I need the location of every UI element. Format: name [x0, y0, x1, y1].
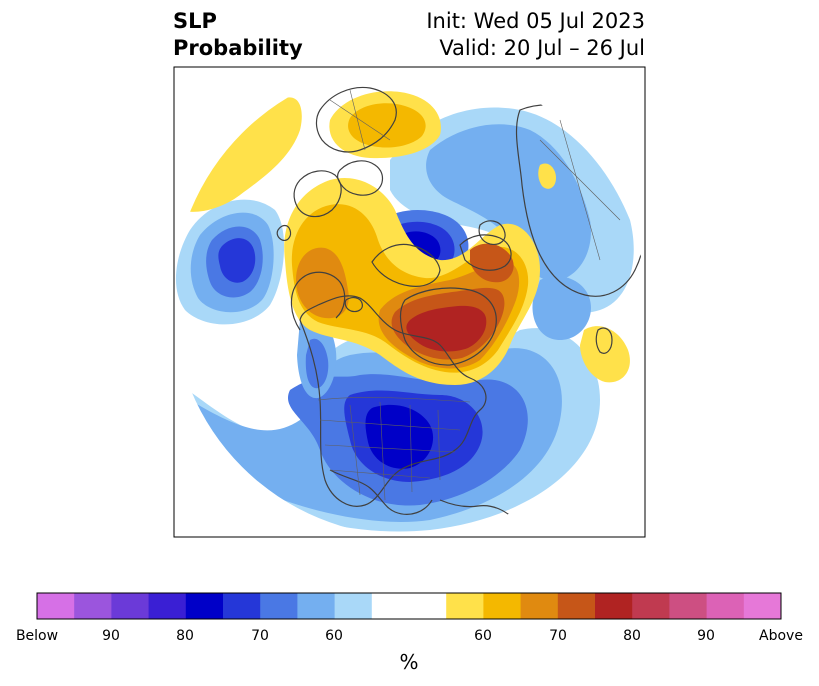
british-isles-coast: [276, 224, 292, 241]
above-light-region-alaska: [180, 97, 302, 212]
north-america-coast: [299, 295, 487, 507]
us-state-border-6: [409, 404, 413, 493]
caribbean-coast: [439, 499, 516, 521]
us-state-border-7: [437, 409, 441, 481]
probability-field: [174, 91, 634, 532]
japan-coast: [595, 327, 613, 354]
map-title-right: Init: Wed 05 Jul 2023 Valid: 20 Jul – 26…: [426, 8, 645, 62]
colorbar-segment: [669, 593, 708, 619]
valid-range: Valid: 20 Jul – 26 Jul: [439, 36, 645, 60]
title-type: Probability: [173, 36, 303, 60]
us-state-border-3: [329, 469, 431, 479]
colorbar-segment: [74, 593, 112, 619]
colorbar: [36, 592, 782, 620]
gulf-coast: [329, 469, 433, 515]
europe-border-2: [349, 89, 366, 151]
colorbar-segment: [632, 593, 670, 619]
colorbar-label-above-80: 80: [623, 628, 641, 644]
asia-border-2: [559, 119, 601, 261]
scandinavia-coast: [293, 170, 342, 218]
colorbar-unit: %: [399, 650, 419, 674]
colorbar-label-below-60: 60: [325, 628, 343, 644]
arctic-islands-coast: [459, 220, 512, 271]
us-state-border-5: [379, 401, 386, 501]
colorbar-label-below-80: 80: [176, 628, 194, 644]
us-state-border-1: [319, 419, 461, 431]
europe-border-1: [329, 99, 391, 141]
colorbar-segment: [223, 593, 261, 619]
colorbar-segment: [260, 593, 298, 619]
above-strongest-region-greenland: [406, 305, 487, 352]
map-frame: [173, 66, 646, 538]
colorbar-segment: [706, 593, 745, 619]
alaska-coast: [290, 271, 346, 331]
canada-border: [317, 397, 471, 403]
colorbar-label-above-60: 60: [474, 628, 492, 644]
colorbar-segment: [148, 593, 187, 619]
colorbar-segment: [520, 593, 559, 619]
colorbar-segment: [595, 593, 633, 619]
coastlines: [276, 86, 645, 521]
us-state-border-2: [324, 444, 456, 453]
colorbar-label-above-70: 70: [549, 628, 567, 644]
below-mid-region-arctic: [426, 124, 591, 281]
state-borders: [317, 89, 631, 501]
below-stronger-region-pacific: [218, 238, 256, 283]
colorbar-segment: [185, 593, 224, 619]
map-title-left: SLP Probability: [173, 8, 303, 62]
colorbar-label-below: Below: [15, 628, 59, 644]
colorbar-segment: [111, 593, 150, 619]
us-state-border-4: [349, 404, 361, 496]
colorbar-segment: [297, 593, 336, 619]
colorbar-segment: [483, 593, 522, 619]
greenland-coast: [399, 287, 497, 366]
colorbar-segment: [446, 593, 484, 619]
map-panel: [174, 67, 645, 537]
colorbar-segment: [743, 593, 782, 619]
colorbar-label-below-90: 90: [102, 628, 120, 644]
iceland-coast: [344, 297, 363, 313]
init-date: Init: Wed 05 Jul 2023: [426, 9, 645, 33]
asia-border-1: [539, 139, 621, 221]
hudson-bay-coast: [371, 243, 441, 287]
colorbar-segment: [37, 593, 75, 619]
colorbar-frame: [36, 592, 782, 620]
colorbar-label-below-70: 70: [251, 628, 269, 644]
colorbar-label-above-90: 90: [697, 628, 715, 644]
above-mid-region-europe: [348, 103, 426, 148]
above-light-region-east-asia: [538, 163, 556, 189]
colorbar-segment: [371, 593, 447, 619]
colorbar-label-above: Above: [759, 628, 803, 644]
title-variable: SLP: [173, 9, 217, 33]
colorbar-segment: [334, 593, 373, 619]
above-light-region-siberia-south: [580, 326, 630, 383]
colorbar-segment: [557, 593, 596, 619]
